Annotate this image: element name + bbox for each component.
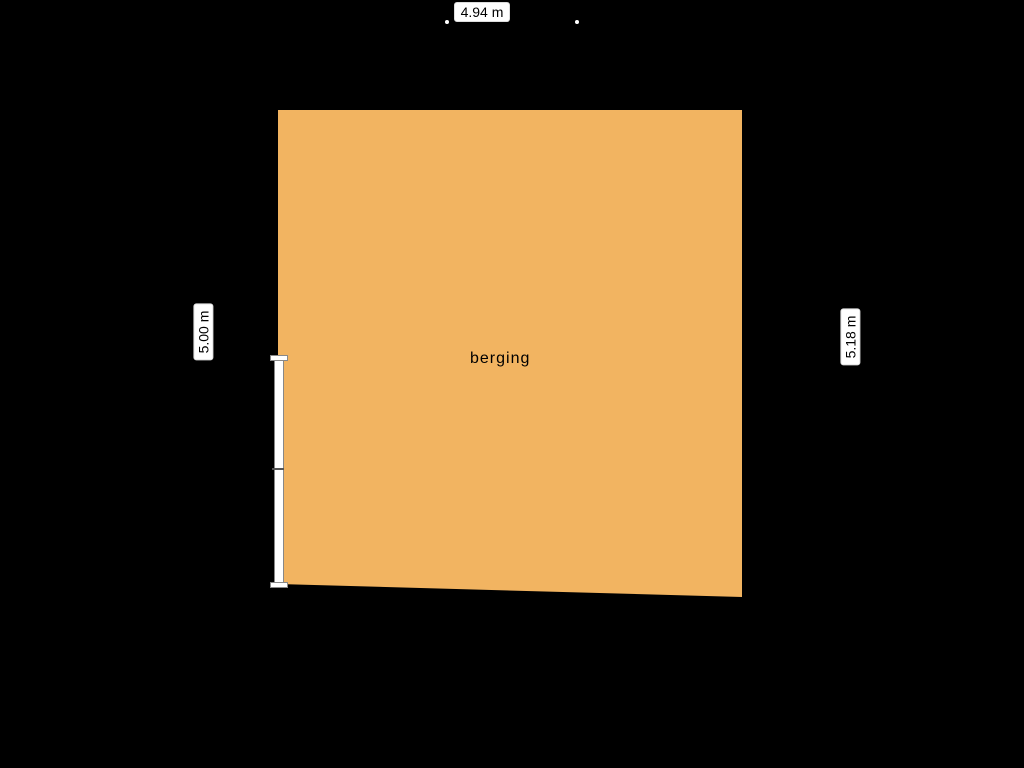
room-shape (0, 0, 1024, 768)
door-cap-bottom (270, 582, 288, 588)
door-tick (272, 468, 284, 470)
dimension-top: 4.94 m (454, 2, 511, 22)
door-cap-top (270, 355, 288, 361)
door-rail (274, 358, 284, 585)
floorplan-canvas: berging 4.94 m 5.00 m 5.18 m (0, 0, 1024, 768)
dimension-right: 5.18 m (840, 308, 860, 365)
dimension-left: 5.00 m (193, 303, 213, 360)
dim-dot (445, 20, 449, 24)
room-label: berging (470, 350, 530, 368)
dim-dot (575, 20, 579, 24)
